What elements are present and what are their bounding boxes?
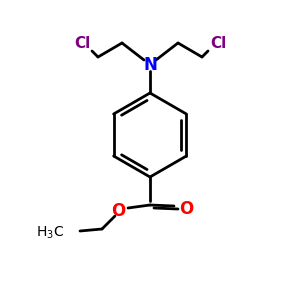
- Text: N: N: [143, 56, 157, 74]
- Text: $\mathregular{H_3C}$: $\mathregular{H_3C}$: [36, 225, 64, 241]
- Text: O: O: [179, 200, 193, 218]
- Text: O: O: [111, 202, 125, 220]
- Text: Cl: Cl: [210, 35, 226, 50]
- Text: Cl: Cl: [74, 35, 90, 50]
